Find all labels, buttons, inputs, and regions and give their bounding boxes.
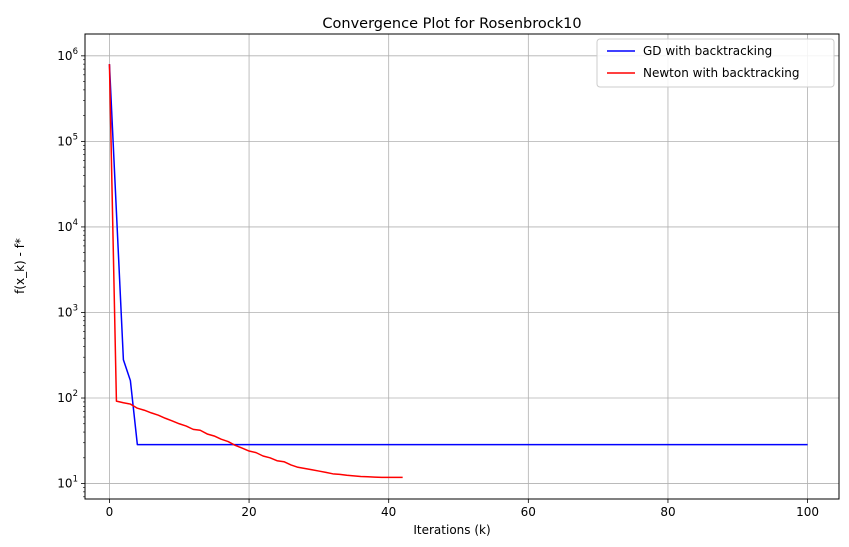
y-tick-label: 101 — [57, 475, 78, 491]
chart-title: Convergence Plot for Rosenbrock10 — [322, 16, 581, 32]
y-tick-label: 105 — [57, 132, 78, 148]
legend-entry-label: GD with backtracking — [643, 44, 772, 58]
grid — [85, 34, 839, 499]
legend: GD with backtracking Newton with backtrac… — [596, 38, 835, 88]
series-line-gd — [108, 64, 808, 446]
x-axis-ticks: 0 20 40 60 80 100 — [106, 499, 819, 519]
x-tick-label: 40 — [381, 505, 396, 519]
plot-frame — [84, 33, 840, 500]
series-lines — [108, 64, 808, 479]
x-tick-label: 20 — [241, 505, 256, 519]
legend-box — [596, 38, 835, 88]
series-line-newton — [108, 64, 403, 479]
x-tick-label: 0 — [106, 505, 114, 519]
y-tick-label: 104 — [57, 218, 78, 234]
x-tick-label: 60 — [521, 505, 536, 519]
y-axis-ticks: 101 102 103 104 105 106 — [57, 47, 85, 498]
legend-entry-label: Newton with backtracking — [643, 66, 800, 80]
y-axis-label: f(x_k) - f* — [13, 238, 27, 294]
y-tick-label: 103 — [57, 303, 78, 319]
x-tick-label: 100 — [796, 505, 819, 519]
y-tick-label: 106 — [57, 47, 78, 63]
y-tick-label: 102 — [57, 389, 78, 405]
x-tick-label: 80 — [660, 505, 675, 519]
x-axis-label: Iterations (k) — [413, 523, 490, 537]
